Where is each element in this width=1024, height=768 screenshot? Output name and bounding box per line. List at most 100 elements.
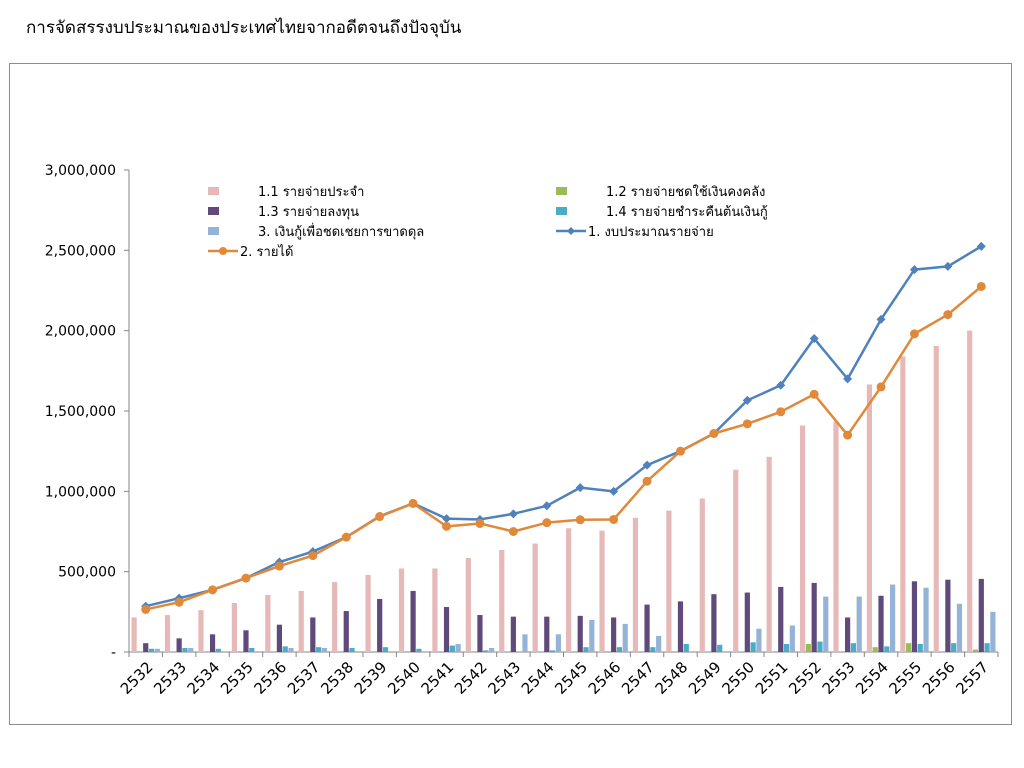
bar-5-2542 [488, 647, 495, 652]
bar-1-2541 [432, 568, 438, 652]
x-tick-label: 2550 [718, 658, 758, 698]
chart-svg: - 500,000 1,000,000 1,500,000 2,000,000 2,500… [45, 163, 999, 698]
bar-4-2549 [717, 644, 723, 652]
marker-diamond-2543 [508, 509, 518, 519]
series-line-7 [145, 285, 983, 611]
marker-diamond-2550 [742, 395, 752, 405]
marker-circle-2542 [475, 518, 485, 528]
series-line-6 [145, 245, 982, 608]
y-tick-label: 2,000,000 [45, 324, 116, 340]
x-tick-label: 2548 [652, 658, 692, 698]
bar-5-2551 [789, 625, 795, 652]
x-tick-label: 2538 [317, 658, 357, 698]
marker-circle-2549 [709, 428, 719, 438]
legend-swatch [556, 207, 567, 215]
marker-diamond-2556 [943, 261, 953, 271]
bar-1-2534 [198, 610, 204, 652]
marker-circle-2557 [976, 281, 986, 291]
marker-circle-2553 [843, 430, 853, 440]
bar-3-2538 [343, 611, 349, 652]
bar-5-2537 [321, 647, 328, 652]
marker-circle-2540 [408, 498, 418, 508]
bar-1-2538 [332, 582, 338, 652]
bar-5-2543 [522, 634, 528, 652]
bar-1-2556 [933, 345, 939, 652]
marker-diamond-2551 [776, 380, 786, 390]
x-tick-label: 2551 [752, 658, 792, 698]
bar-3-2549 [711, 594, 717, 652]
marker-circle-2541 [442, 521, 452, 531]
bar-4-2536 [282, 646, 288, 652]
y-tick-label: - [111, 645, 116, 661]
bar-1-2549 [699, 498, 705, 652]
bar-3-2551 [778, 586, 784, 652]
bar-1-2539 [365, 574, 371, 652]
marker-circle-2534 [208, 585, 218, 595]
legend-label: 2. รายได้ [240, 244, 293, 260]
bar-1-2550 [733, 469, 739, 652]
marker-circle-2537 [308, 551, 318, 561]
bar-4-2548 [683, 643, 689, 652]
bar-3-2541 [443, 607, 450, 652]
bar-3-2555 [911, 581, 918, 652]
marker-circle-2555 [909, 329, 919, 339]
bar-5-2536 [288, 647, 294, 652]
bar-5-2553 [856, 596, 862, 652]
bar-3-2547 [644, 604, 650, 652]
bar-3-2554 [878, 595, 884, 652]
marker-circle-2536 [274, 561, 284, 571]
x-tick-label: 2547 [618, 658, 658, 698]
x-tick-label: 2554 [852, 658, 892, 698]
legend-marker-diamond [567, 227, 575, 235]
bar-3-2543 [510, 616, 516, 652]
bar-3-2542 [477, 615, 483, 652]
marker-circle-2556 [943, 310, 953, 320]
bar-5-2533 [188, 647, 194, 652]
marker-circle-2535 [241, 573, 251, 583]
marker-circle-2539 [375, 512, 385, 522]
bar-4-2550 [750, 642, 756, 652]
bar-3-2544 [544, 616, 550, 652]
bar-4-2532 [148, 648, 155, 652]
bar-4-2547 [650, 647, 656, 652]
y-tick-label: 3,000,000 [45, 163, 116, 179]
x-tick-label: 2535 [217, 658, 257, 698]
legend-label: 1. งบประมาณรายจ่าย [588, 225, 714, 240]
bar-1-2532 [131, 617, 137, 652]
bar-5-2556 [956, 603, 963, 652]
bar-2-2552 [805, 643, 811, 652]
x-tick-label: 2534 [184, 658, 224, 698]
x-tick-label: 2545 [551, 658, 591, 698]
x-tick-label: 2542 [451, 658, 491, 698]
bar-1-2548 [666, 510, 672, 652]
marker-circle-2552 [809, 389, 819, 399]
bar-4-2554 [884, 646, 890, 652]
x-tick-label: 2541 [418, 658, 458, 698]
y-tick-label: 1,500,000 [45, 404, 116, 420]
bar-1-2557 [967, 330, 973, 652]
y-tick-label: 500,000 [58, 565, 116, 581]
marker-circle-2544 [542, 518, 552, 528]
bar-3-2534 [209, 634, 216, 652]
bar-3-2540 [410, 590, 416, 652]
bar-3-2536 [276, 624, 283, 652]
bar-5-2557 [990, 611, 996, 652]
bar-2-2554 [872, 647, 878, 652]
bar-5-2545 [589, 619, 595, 652]
bar-3-2546 [611, 617, 617, 652]
bar-5-2554 [890, 584, 896, 652]
x-tick-label: 2536 [251, 658, 291, 698]
bar-1-2533 [164, 615, 171, 652]
bar-5-2555 [923, 587, 929, 652]
bar-4-2542 [483, 650, 489, 652]
x-tick-label: 2553 [819, 658, 859, 698]
page-title: การจัดสรรงบประมาณของประเทศไทยจากอดีตจนถึ… [26, 18, 462, 38]
bar-1-2536 [265, 594, 271, 652]
marker-diamond-2557 [976, 241, 986, 251]
bar-1-2554 [866, 384, 873, 652]
bar-1-2540 [398, 568, 405, 652]
x-tick-label: 2552 [785, 658, 825, 698]
bar-1-2552 [799, 425, 806, 652]
bar-3-2532 [143, 643, 149, 652]
bar-2-2555 [906, 643, 912, 652]
